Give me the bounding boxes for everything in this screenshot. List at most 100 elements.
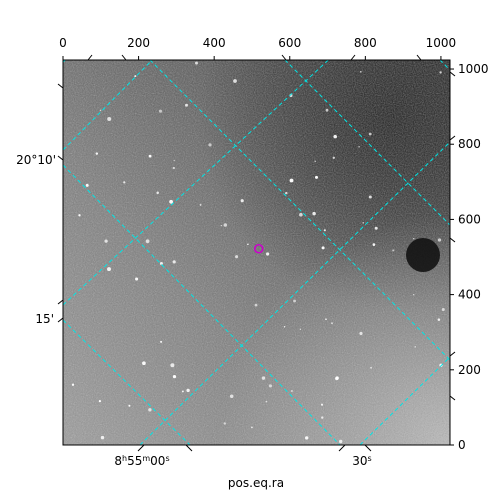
star [265,400,268,403]
star [368,195,372,199]
star [323,229,326,232]
star [437,318,441,321]
top-tick-label: 800 [354,36,377,50]
star [186,388,190,393]
star [199,203,202,206]
top-tick-label: 400 [203,36,226,50]
star [251,426,253,429]
star [148,408,152,412]
star [266,252,270,256]
star [332,156,335,159]
star [305,436,309,440]
right-tick-label: 600 [458,212,481,226]
star [235,255,239,259]
star [285,191,288,195]
star [159,261,163,266]
star [160,340,163,343]
star [71,383,75,386]
star [135,277,139,281]
x-axis-title: pos.eq.ra [228,476,284,490]
ra-tick-label-2: 30s [352,454,371,469]
right-tick-label: 800 [458,137,481,151]
star [107,267,111,272]
star [314,160,317,163]
star [148,154,152,158]
star [145,239,150,244]
star [261,376,266,380]
star [223,422,226,425]
star [368,132,372,136]
star [104,239,108,243]
star [240,199,244,203]
star [441,307,445,312]
star [289,178,294,183]
star [128,404,131,407]
right-tick-label: 0 [458,438,466,452]
star [339,439,343,444]
source-marker [253,243,264,254]
star [321,246,325,250]
star [283,326,286,328]
right-pixel-axis: 0 200 400 600 800 1000 [450,62,489,452]
star [331,322,333,325]
star [414,346,416,348]
star [95,152,99,155]
star [315,175,318,179]
top-tick-label: 0 [59,36,67,50]
star [169,199,173,204]
star [229,394,234,399]
ra-tick-label-1: 8h55m00s [114,454,169,469]
star [78,214,81,217]
star [359,331,363,336]
star [325,318,327,321]
star [172,260,176,264]
coordinate-grid [63,60,450,445]
star [413,294,415,296]
dec-tick-label-1: 20°10' [16,153,56,167]
star [195,61,198,65]
star [392,249,395,252]
star [333,134,337,139]
star [170,363,175,368]
star [247,243,249,246]
star [220,224,222,227]
star [439,71,442,74]
star [312,211,316,216]
star [233,79,237,83]
star [99,109,102,112]
star [437,238,442,242]
star [268,384,272,388]
star [299,328,302,330]
dec-tick-label-2: 15' [35,312,54,326]
star [325,108,329,112]
right-tick-label: 1000 [458,62,489,76]
star [142,361,146,366]
star [100,435,105,440]
top-tick-label: 600 [278,36,301,50]
star [158,109,163,113]
star [370,366,373,369]
star [293,299,296,303]
right-tick-label: 400 [458,288,481,302]
star [321,416,324,419]
wcs-edge-ticks [57,54,456,452]
star [172,166,175,170]
star [181,390,184,393]
star [134,75,137,78]
plot-frame [62,59,451,446]
right-tick-label: 200 [458,363,481,377]
star [413,238,415,240]
top-pixel-axis: 0 200 400 600 800 1000 [59,36,456,60]
star [299,212,303,217]
star [374,226,378,230]
star [290,389,293,393]
star [358,145,360,148]
star [156,191,159,195]
star [223,223,228,227]
star [362,222,364,224]
star [320,403,324,406]
top-tick-label: 200 [127,36,150,50]
star [123,181,126,184]
star [98,400,101,403]
